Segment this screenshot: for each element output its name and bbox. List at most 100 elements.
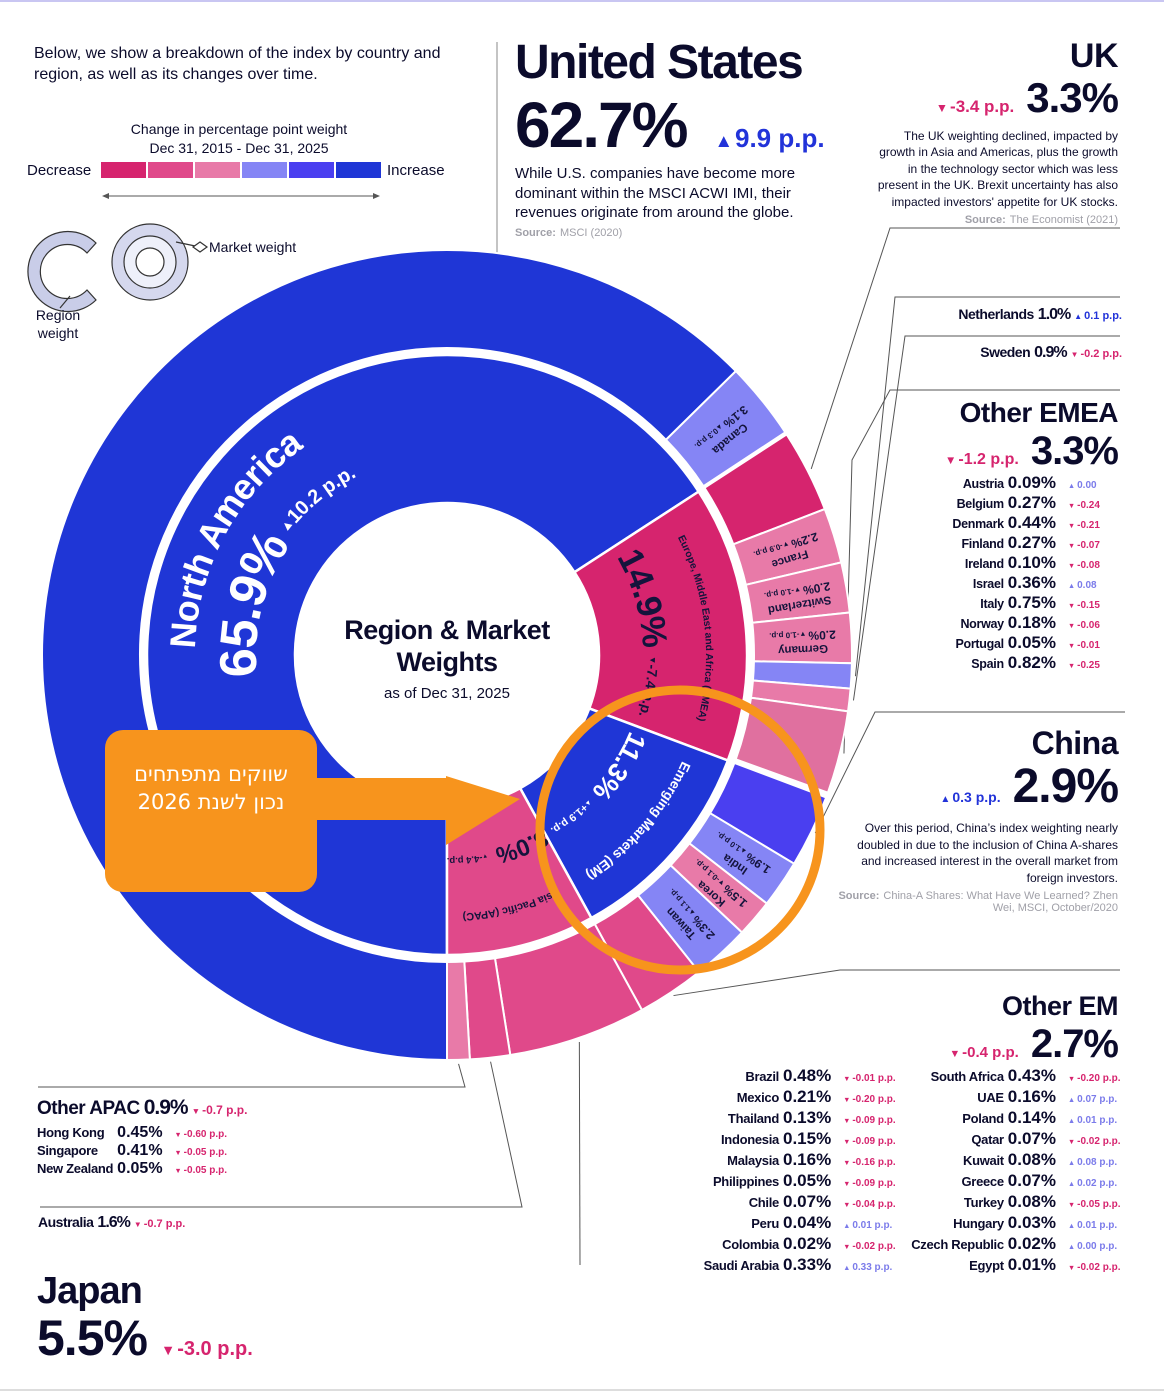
- row-name: Chile: [748, 1194, 780, 1210]
- market-source: Source: The Economist (2021): [868, 214, 1118, 226]
- leader-line: [578, 1041, 581, 1266]
- row-change: -0.16 p.p.: [835, 1157, 895, 1168]
- row-weight: 0.41%: [117, 1142, 163, 1159]
- row-weight: 0.07%: [1007, 1128, 1056, 1148]
- row-name: Norway: [960, 616, 1004, 631]
- trend-arrow: ▲: [583, 798, 593, 808]
- market-value: 1.6%: [97, 1214, 130, 1231]
- legend-scale: [101, 162, 381, 178]
- market-value: 2.9%: [1012, 760, 1119, 814]
- change-label: 0.01 p.p.: [1068, 1220, 1117, 1231]
- change-label: 0.08 p.p.: [1068, 1157, 1117, 1168]
- row-name: Hong Kong: [37, 1125, 105, 1140]
- callout-arrow-head: [446, 776, 520, 845]
- change-label: -3.0 p.p.: [161, 1338, 253, 1361]
- change-label: -0.09 p.p.: [843, 1178, 895, 1189]
- change-label: -0.09 p.p.: [843, 1136, 895, 1147]
- row-name: Czech Republic: [911, 1236, 1004, 1252]
- leader-line: [810, 227, 1120, 470]
- change-label: -0.20 p.p.: [1068, 1073, 1120, 1084]
- row-change: 0.00: [1060, 480, 1118, 491]
- market-source: Source: China-A Shares: What Have We Lear…: [838, 890, 1118, 914]
- row-change: -0.01 p.p.: [835, 1073, 895, 1084]
- change-label: -0.16 p.p.: [843, 1157, 895, 1168]
- legend-increase: Increase: [387, 162, 445, 179]
- trend-arrow: ▲: [739, 846, 749, 856]
- trend-arrow: ▲: [687, 907, 697, 917]
- market-figures: -3.4 p.p. 3.3%: [868, 74, 1119, 122]
- row-change: -0.02 p.p.: [1060, 1262, 1120, 1273]
- row-weight: 0.07%: [782, 1191, 832, 1211]
- row-name: UAE: [977, 1089, 1004, 1105]
- row-change: 0.01 p.p.: [1060, 1220, 1118, 1231]
- change-label: -0.04 p.p.: [843, 1199, 895, 1210]
- row-name: Finland: [961, 536, 1004, 551]
- row-name: Austria: [962, 476, 1004, 491]
- row-change: 0.02 p.p.: [1060, 1178, 1118, 1189]
- row-weight: 0.02%: [782, 1233, 832, 1253]
- change-label: -0.15: [1068, 600, 1100, 611]
- market-name: Other EMEA: [959, 397, 1119, 428]
- change-label: -3.4 p.p.: [936, 97, 1014, 117]
- market-figures: -0.4 p.p. 2.7%: [638, 1022, 1119, 1066]
- change-label: -0.05 p.p.: [1068, 1199, 1120, 1210]
- breakdown: Hong Kong 0.45% -0.60 p.p. Singapore 0.41% -0…: [37, 1124, 247, 1178]
- row-name: Singapore: [37, 1143, 98, 1158]
- intro: Below, we show a breakdown of the index …: [34, 45, 441, 83]
- market-figures: 0.3 p.p. 2.9%: [838, 760, 1119, 814]
- row-weight: 0.43%: [1007, 1065, 1056, 1085]
- change-label: -0.20 p.p.: [843, 1094, 895, 1105]
- row-change: -0.09 p.p.: [835, 1115, 895, 1126]
- source-label: Source:: [515, 226, 556, 239]
- row-name: Philippines: [712, 1173, 779, 1189]
- row-name: Poland: [962, 1110, 1004, 1126]
- market-value: 3.3%: [1026, 74, 1119, 122]
- row-change: 0.00 p.p.: [1060, 1241, 1118, 1252]
- row-name: Portugal: [955, 636, 1005, 651]
- market-name: United States: [515, 36, 804, 89]
- change-label: 0.00: [1068, 480, 1097, 491]
- source-label: Source:: [964, 214, 1006, 227]
- change-label: -0.01 p.p.: [843, 1073, 895, 1084]
- trend-arrow: ▼: [781, 539, 790, 548]
- row-weight: 0.09%: [1007, 472, 1056, 492]
- row-weight: 0.10%: [1007, 552, 1056, 572]
- row-weight: 0.16%: [1007, 1086, 1056, 1106]
- row-change: 0.08: [1060, 580, 1118, 591]
- source-text: The Economist (2021): [1009, 214, 1118, 227]
- change-label: -0.4 p.p.: [949, 1044, 1019, 1061]
- trend-arrow: ▼: [648, 656, 658, 665]
- row-change: -0.20 p.p.: [1060, 1073, 1120, 1084]
- market-source: Source: MSCI (2020): [515, 227, 860, 239]
- market-segment: [664, 369, 787, 488]
- change-label: -0.06: [1068, 620, 1100, 631]
- callout-graphic: [105, 685, 825, 975]
- market-name: Netherlands: [958, 306, 1034, 322]
- row-change: -0.02 p.p.: [1060, 1136, 1120, 1147]
- chart-title: Region & Market Weights: [344, 615, 550, 678]
- row-name: Ireland: [964, 556, 1004, 571]
- row-name: Turkey: [963, 1194, 1004, 1210]
- leader-line: [852, 335, 1120, 701]
- row-weight: 0.48%: [782, 1065, 832, 1085]
- row-weight: 0.21%: [782, 1086, 832, 1106]
- market-value: 2.0%: [802, 579, 832, 597]
- row-name: Brazil: [745, 1068, 779, 1084]
- row-name: Qatar: [971, 1131, 1004, 1147]
- change-label: 0.01 p.p.: [843, 1220, 892, 1231]
- legend-swatch: [289, 162, 334, 178]
- row-weight: 0.75%: [1007, 592, 1056, 612]
- row-weight: 0.02%: [1007, 1233, 1056, 1253]
- market-panel: China 0.3 p.p. 2.9% Over this period, China…: [838, 725, 1119, 914]
